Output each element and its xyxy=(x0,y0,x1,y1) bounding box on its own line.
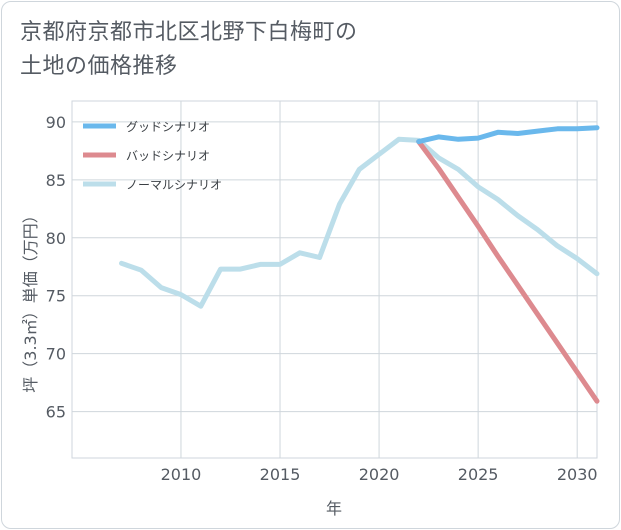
y-tick-label: 70 xyxy=(46,345,66,364)
series-lines xyxy=(119,125,600,404)
x-tick-label: 2015 xyxy=(260,465,301,484)
series-line-normal xyxy=(119,136,600,309)
chart-title: 京都府京都市北区北野下白梅町の 土地の価格推移 xyxy=(20,16,580,84)
legend-label-bad: バッドシナリオ xyxy=(126,149,210,163)
grid-lines xyxy=(72,101,597,458)
series-line-good xyxy=(416,125,600,145)
chart-title-line-1: 京都府京都市北区北野下白梅町の xyxy=(20,20,358,45)
x-tick-label: 2020 xyxy=(359,465,400,484)
legend-label-normal: ノーマルシナリオ xyxy=(126,178,222,192)
legend-label-good: グッドシナリオ xyxy=(126,120,210,134)
y-tick-label: 80 xyxy=(46,229,66,248)
chart-title-line-2: 土地の価格推移 xyxy=(20,54,178,79)
y-tick-labels: 65 70 75 80 85 90 xyxy=(46,113,66,422)
plot-frame xyxy=(71,100,598,459)
y-axis-label: 坪（3.3㎡）単価（万円） xyxy=(21,207,40,392)
y-tick-label: 65 xyxy=(46,403,66,422)
x-tick-label: 2010 xyxy=(161,465,202,484)
x-axis-label: 年 xyxy=(326,499,342,518)
series-line-bad xyxy=(416,139,600,404)
y-tick-label: 90 xyxy=(46,113,66,132)
x-tick-label: 2025 xyxy=(458,465,499,484)
y-tick-label: 85 xyxy=(46,171,66,190)
x-tick-label: 2030 xyxy=(557,465,598,484)
x-tick-labels: 2010 2015 2020 2025 2030 xyxy=(161,465,598,484)
y-tick-label: 75 xyxy=(46,287,66,306)
